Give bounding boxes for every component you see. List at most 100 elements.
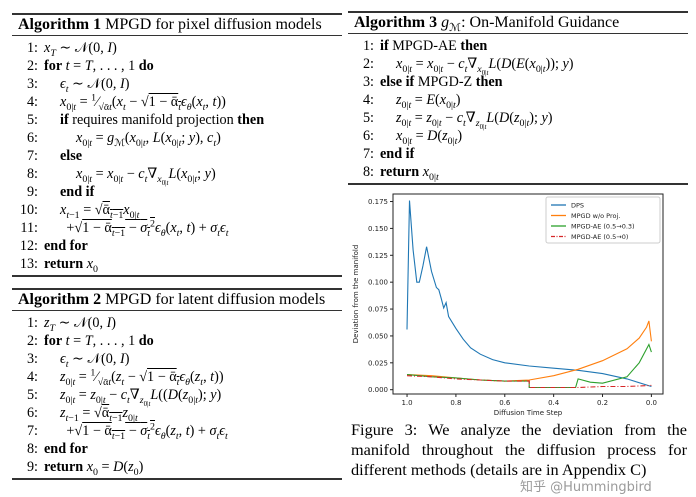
algorithm-line: 7: else bbox=[12, 147, 342, 165]
line-number: 1: bbox=[362, 38, 374, 54]
line-number: 7: bbox=[362, 146, 374, 162]
line-number: 5: bbox=[362, 110, 374, 126]
line-content: return x0 bbox=[44, 256, 98, 275]
algorithm-line: 4: x0|t = 1⁄√ᾱt(xt − √1 − ᾱtϵθ(xt, t)) bbox=[12, 92, 342, 113]
series-line-3 bbox=[406, 375, 652, 389]
x-tick-label: 1.0 bbox=[401, 399, 412, 407]
x-tick-label: 0.4 bbox=[548, 399, 560, 407]
line-number: 1: bbox=[26, 315, 38, 331]
algorithm-3-lines: 1: if MPGD-AE then 2: x0|t = x0|t − ct∇x0|t… bbox=[348, 34, 688, 183]
line-content: xT ∼ 𝒩(0, I) bbox=[44, 40, 117, 59]
line-content: x0|t = x0|t − ct∇x0|tL(x0|t; y) bbox=[76, 166, 216, 187]
algorithm-3: Algorithm 3 gℳ: On-Manifold Guidance 1: i… bbox=[348, 11, 688, 185]
line-content: x0|t = D(z0|t) bbox=[396, 128, 463, 147]
line-content: end for bbox=[44, 441, 88, 457]
line-number: 12: bbox=[19, 238, 38, 254]
line-content: return x0 = D(z0) bbox=[44, 459, 144, 478]
line-content: end if bbox=[380, 146, 415, 162]
line-number: 13: bbox=[19, 256, 38, 272]
line-number: 8: bbox=[26, 441, 38, 457]
line-number: 3: bbox=[26, 351, 38, 367]
y-tick-label: 0.025 bbox=[368, 359, 388, 367]
line-number: 5: bbox=[26, 112, 38, 128]
line-number: 5: bbox=[26, 387, 38, 403]
line-number: 11: bbox=[20, 220, 38, 236]
algorithm-line: 3: ϵt ∼ 𝒩(0, I) bbox=[12, 350, 342, 370]
algorithm-line: 3: ϵt ∼ 𝒩(0, I) bbox=[12, 75, 342, 94]
line-content: zT ∼ 𝒩(0, I) bbox=[44, 315, 117, 334]
legend-box bbox=[545, 196, 661, 244]
line-content: zt−1 = √ᾱt−1z0|t bbox=[60, 405, 138, 424]
algorithm-line: 8: end for bbox=[12, 440, 342, 458]
line-content: else bbox=[60, 148, 83, 164]
y-axis-label: Deviation from the manifold bbox=[352, 245, 360, 344]
line-number: 1: bbox=[26, 40, 38, 56]
algorithm-1-title: Algorithm 1 MPGD for pixel diffusion mod… bbox=[12, 15, 342, 36]
line-number: 8: bbox=[362, 164, 374, 180]
series-line-2 bbox=[406, 343, 652, 389]
line-content: x0|t = gℳ(x0|t, L(x0|t; y), ct) bbox=[76, 130, 221, 149]
x-tick-label: 0.8 bbox=[450, 399, 461, 407]
line-number: 6: bbox=[362, 128, 374, 144]
line-number: 10: bbox=[19, 202, 38, 218]
line-content: x0|t = 1⁄√ᾱt(xt − √1 − ᾱtϵθ(xt, t)) bbox=[60, 92, 226, 113]
line-content: ϵt ∼ 𝒩(0, I) bbox=[60, 351, 130, 370]
line-number: 4: bbox=[26, 369, 38, 385]
y-tick-label: 0.050 bbox=[368, 332, 388, 340]
line-number: 6: bbox=[26, 405, 38, 421]
line-number: 7: bbox=[26, 148, 38, 164]
line-number: 2: bbox=[26, 58, 38, 74]
algorithm-line: 13: return x0 bbox=[12, 255, 342, 275]
algorithm-line: 6: x0|t = D(z0|t) bbox=[348, 127, 688, 147]
line-number: 3: bbox=[362, 74, 374, 90]
line-content: z0|t = 1⁄√ᾱt(zt − √1 − ᾱtϵθ(zt, t)) bbox=[60, 367, 224, 388]
line-number: 2: bbox=[362, 56, 374, 72]
line-content: z0|t = z0|t − ct∇z0|tL((D(z0|t); y) bbox=[60, 387, 222, 408]
algorithm-line: 8: return x0|t bbox=[348, 163, 688, 183]
line-content: if MPGD-AE then bbox=[380, 38, 488, 54]
line-content: +√1 − ᾱt−1 − σt2ϵθ(xt, t) + σtϵt bbox=[66, 218, 229, 239]
line-content: xt−1 = √ᾱt−1x0|t bbox=[60, 202, 140, 221]
line-number: 3: bbox=[26, 76, 38, 92]
legend-label: DPS bbox=[571, 202, 584, 210]
line-number: 4: bbox=[26, 94, 38, 110]
line-number: 6: bbox=[26, 130, 38, 146]
algorithm-line: 7: +√1 − ᾱt−1 − σt2ϵθ(zt, t) + σtϵt bbox=[12, 422, 342, 442]
algorithm-line: 1: zT ∼ 𝒩(0, I) bbox=[12, 314, 342, 334]
algorithm-line: 2: x0|t = x0|t − ct∇x0|tL(D(E(x0|t)); y) bbox=[348, 55, 688, 77]
watermark: 知乎 @Hummingbird bbox=[520, 480, 652, 495]
algorithm-1: Algorithm 1 MPGD for pixel diffusion mod… bbox=[12, 13, 342, 277]
y-tick-label: 0.100 bbox=[368, 279, 388, 287]
series-line-0 bbox=[406, 200, 652, 388]
x-tick-label: 0.2 bbox=[597, 399, 608, 407]
legend-label: MPGD-AE (0.5→0) bbox=[571, 233, 628, 241]
algorithm-2-lines: 1: zT ∼ 𝒩(0, I) 2: for t = T, . . . , 1 do 3… bbox=[12, 311, 342, 478]
line-content: return x0|t bbox=[380, 164, 439, 183]
algorithm-line: 6: zt−1 = √ᾱt−1z0|t bbox=[12, 404, 342, 424]
line-content: x0|t = x0|t − ct∇x0|tL(D(E(x0|t)); y) bbox=[396, 56, 574, 77]
line-number: 9: bbox=[26, 459, 38, 475]
algorithm-2: Algorithm 2 MPGD for latent diffusion mo… bbox=[12, 288, 342, 480]
algorithm-line: 8: x0|t = x0|t − ct∇x0|tL(x0|t; y) bbox=[12, 165, 342, 187]
y-tick-label: 0.175 bbox=[368, 198, 388, 206]
x-tick-label: 0.6 bbox=[499, 399, 511, 407]
algorithm-line: 5: z0|t = z0|t − ct∇z0|tL((D(z0|t); y) bbox=[12, 386, 342, 408]
x-tick-label: 0.0 bbox=[646, 399, 657, 407]
line-number: 4: bbox=[362, 92, 374, 108]
algorithm-1-lines: 1: xT ∼ 𝒩(0, I) 2: for t = T, . . . , 1 do 3… bbox=[12, 36, 342, 275]
deviation-chart: 0.000 0.025 0.050 0.075 0.100 0.125 0.150 0.175… bbox=[352, 193, 664, 417]
figure-caption: Figure 3: We analyze the deviation from … bbox=[351, 420, 687, 479]
algorithm-line: 9: return x0 = D(z0) bbox=[12, 458, 342, 478]
line-number: 2: bbox=[26, 333, 38, 349]
legend-label: MPGD w/o Proj. bbox=[571, 212, 620, 220]
algorithm-line: 7: end if bbox=[348, 145, 688, 163]
algorithm-line: 12: end for bbox=[12, 237, 342, 255]
algorithm-line: 3: else if MPGD-Z then bbox=[348, 73, 688, 91]
line-content: end if bbox=[60, 184, 95, 200]
algorithm-line: 1: xT ∼ 𝒩(0, I) bbox=[12, 39, 342, 59]
line-number: 7: bbox=[26, 423, 38, 439]
line-number: 8: bbox=[26, 166, 38, 182]
line-content: for t = T, . . . , 1 do bbox=[44, 333, 154, 349]
y-tick-label: 0.000 bbox=[368, 386, 388, 394]
algorithm-line: 2: for t = T, . . . , 1 do bbox=[12, 57, 342, 75]
